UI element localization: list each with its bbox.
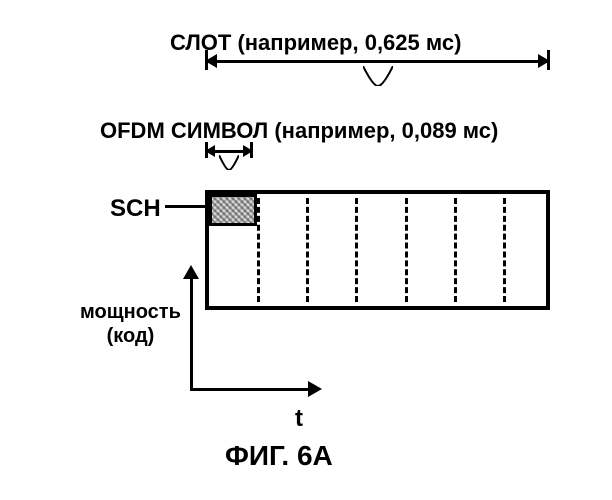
symbol-divider xyxy=(257,198,260,302)
sch-block xyxy=(209,194,257,226)
slot-label: СЛОТ (например, 0,625 мс) xyxy=(170,30,461,56)
symbol-divider xyxy=(355,198,358,302)
ofdm-span-arrow xyxy=(205,150,253,180)
sch-label: SCH xyxy=(110,195,161,223)
symbol-divider xyxy=(405,198,408,302)
sch-pointer-line xyxy=(165,205,205,208)
y-axis xyxy=(190,275,193,390)
power-axis-label: мощность(код) xyxy=(80,300,181,348)
x-axis xyxy=(190,388,310,391)
ofdm-symbol-label: OFDM СИМВОЛ (например, 0,089 мс) xyxy=(100,118,498,144)
frame-rect xyxy=(205,190,550,310)
x-axis-arrowhead xyxy=(308,381,322,397)
symbol-divider xyxy=(454,198,457,302)
slot-span-arrow xyxy=(205,60,550,90)
figure-caption: ФИГ. 6A xyxy=(225,440,333,472)
symbol-divider xyxy=(306,198,309,302)
t-axis-label: t xyxy=(295,405,303,433)
symbol-divider xyxy=(503,198,506,302)
